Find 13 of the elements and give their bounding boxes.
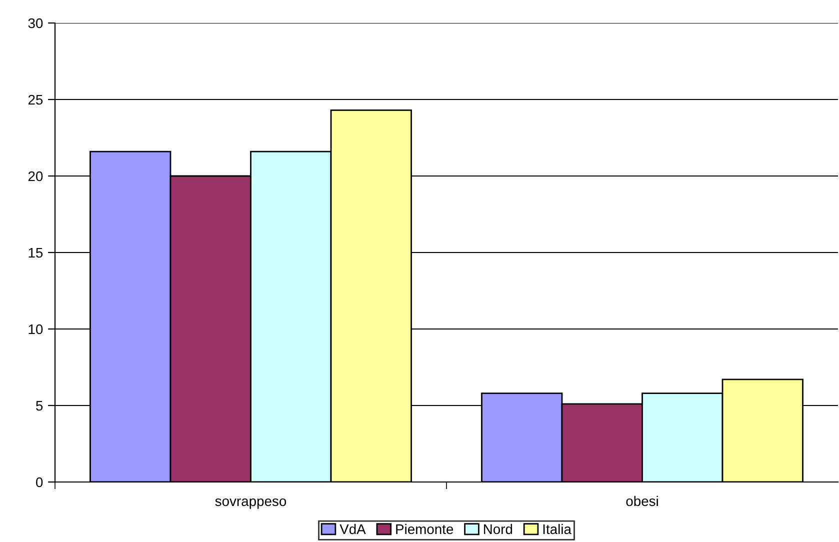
y-tick-label: 15 (28, 248, 43, 258)
y-tick-label: 20 (28, 171, 43, 182)
y-tick-label: 5 (36, 400, 43, 411)
legend-label: Italia (543, 524, 572, 534)
x-tick-label: sovrappeso (215, 498, 286, 509)
legend-label: Piemonte (396, 524, 454, 534)
y-tick-label: 30 (28, 18, 43, 28)
x-tick-label: obesi (626, 496, 658, 506)
y-tick-label: 25 (28, 94, 43, 105)
y-tick-label: 10 (28, 324, 43, 334)
legend-label: VdA (340, 524, 366, 534)
legend-label: Nord (484, 524, 512, 534)
y-tick-label: 0 (36, 477, 43, 488)
